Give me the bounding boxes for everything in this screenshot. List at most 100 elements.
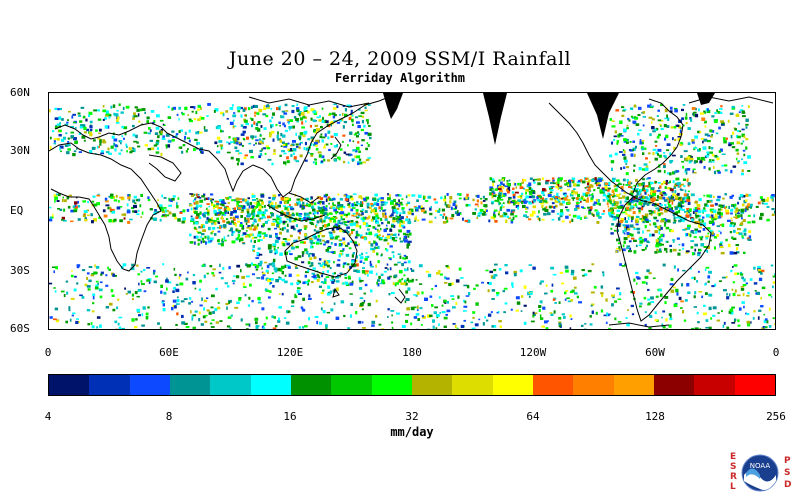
- rain-pixel: [480, 197, 483, 200]
- rain-pixel: [82, 115, 86, 119]
- rain-pixel: [317, 201, 320, 205]
- rain-pixel: [76, 282, 79, 285]
- rain-pixel: [694, 228, 699, 231]
- rain-pixel: [211, 230, 214, 233]
- rain-pixel: [322, 265, 326, 269]
- rain-pixel: [74, 127, 77, 129]
- rain-pixel: [313, 236, 316, 240]
- rain-pixel: [406, 229, 411, 233]
- rain-pixel: [204, 235, 207, 239]
- rain-pixel: [332, 115, 336, 119]
- rain-pixel: [714, 202, 718, 206]
- rain-pixel: [328, 231, 332, 234]
- rain-pixel: [491, 180, 496, 183]
- rain-pixel: [237, 229, 241, 232]
- rain-pixel: [517, 199, 522, 202]
- rain-pixel: [705, 292, 708, 295]
- rain-pixel: [666, 143, 671, 146]
- rain-pixel: [254, 114, 256, 117]
- rain-pixel: [734, 272, 738, 276]
- rain-pixel: [232, 217, 236, 221]
- rain-pixel: [663, 223, 666, 227]
- rain-pixel: [655, 145, 658, 147]
- rain-pixel: [694, 207, 698, 211]
- rain-pixel: [680, 307, 683, 309]
- rain-pixel: [223, 224, 227, 228]
- rain-pixel: [619, 293, 622, 296]
- rain-pixel: [738, 196, 741, 200]
- rain-pixel: [206, 297, 209, 299]
- rain-pixel: [298, 218, 303, 220]
- rain-pixel: [104, 200, 109, 203]
- rain-pixel: [198, 141, 200, 145]
- rain-pixel: [330, 308, 334, 312]
- rain-pixel: [313, 130, 316, 133]
- rain-pixel: [111, 135, 115, 139]
- rain-pixel: [674, 194, 679, 199]
- rain-pixel: [253, 202, 256, 204]
- rain-pixel: [740, 288, 745, 291]
- rain-pixel: [241, 205, 244, 208]
- rain-pixel: [442, 221, 447, 224]
- rain-pixel: [359, 297, 364, 300]
- rain-pixel: [299, 154, 303, 158]
- rain-pixel: [760, 297, 762, 300]
- rain-pixel: [312, 110, 317, 114]
- rain-pixel: [616, 229, 619, 233]
- rain-pixel: [266, 147, 271, 150]
- rain-pixel: [405, 256, 408, 260]
- rain-pixel: [315, 147, 319, 151]
- rain-pixel: [393, 204, 397, 207]
- rain-pixel: [117, 322, 120, 326]
- rain-pixel: [216, 306, 221, 310]
- rain-pixel: [669, 106, 673, 110]
- rain-pixel: [391, 213, 394, 217]
- rain-pixel: [761, 269, 765, 273]
- rain-pixel: [236, 264, 241, 268]
- logo-letter-d: D: [784, 480, 792, 490]
- rain-pixel: [292, 152, 295, 156]
- rain-pixel: [384, 215, 387, 219]
- rain-pixel: [659, 212, 664, 215]
- rain-pixel: [205, 197, 209, 200]
- rain-pixel: [266, 215, 271, 219]
- rain-pixel: [311, 206, 315, 209]
- rain-pixel: [87, 272, 90, 275]
- rain-pixel: [729, 112, 734, 115]
- rain-pixel: [389, 229, 393, 232]
- rain-pixel: [303, 132, 307, 136]
- rain-pixel: [162, 135, 165, 139]
- colorbar: [48, 374, 776, 396]
- rain-pixel: [346, 195, 350, 199]
- rain-pixel: [224, 206, 228, 209]
- rain-pixel: [635, 189, 638, 193]
- rain-pixel: [322, 155, 325, 159]
- rain-pixel: [195, 235, 199, 239]
- rain-pixel: [718, 204, 723, 207]
- rain-pixel: [304, 120, 307, 123]
- rain-pixel: [755, 205, 759, 208]
- rain-pixel: [476, 199, 479, 203]
- rain-pixel: [393, 209, 398, 213]
- rain-pixel: [376, 203, 380, 206]
- rain-pixel: [631, 107, 633, 110]
- rain-pixel: [647, 194, 650, 196]
- rain-pixel: [227, 202, 230, 204]
- rain-pixel: [235, 197, 240, 201]
- rain-pixel: [216, 150, 221, 153]
- rain-pixel: [226, 325, 231, 328]
- rain-pixel: [633, 199, 638, 203]
- rain-pixel: [371, 209, 375, 213]
- rain-pixel: [375, 217, 378, 221]
- rain-pixel: [676, 170, 680, 173]
- rain-pixel: [672, 154, 676, 157]
- rain-pixel: [281, 227, 284, 231]
- rain-pixel: [93, 139, 96, 142]
- rain-pixel: [616, 223, 621, 227]
- rain-pixel: [366, 202, 370, 207]
- rain-pixel: [343, 262, 346, 265]
- rain-pixel: [298, 213, 303, 215]
- rain-pixel: [703, 207, 706, 209]
- rain-pixel: [602, 210, 605, 213]
- rain-pixel: [574, 208, 578, 211]
